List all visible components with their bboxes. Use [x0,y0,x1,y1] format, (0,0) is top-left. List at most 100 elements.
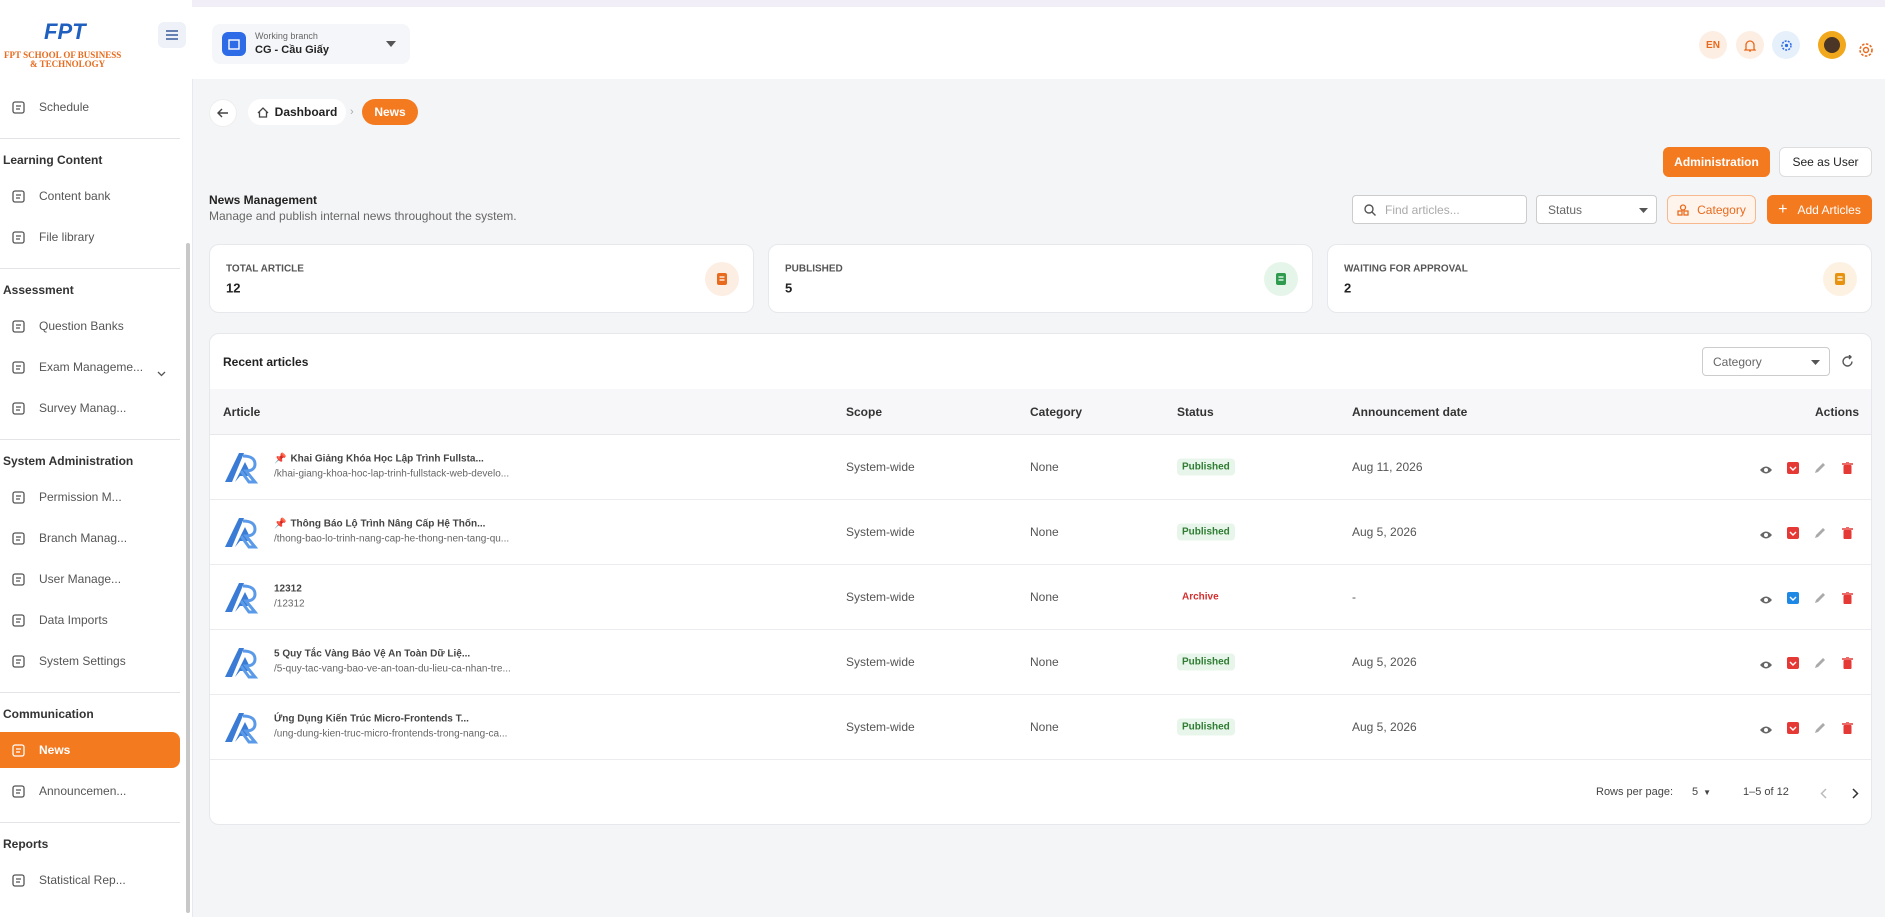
scrollbar[interactable] [186,243,190,913]
previous-page-svg [1820,788,1827,799]
refresh-icon[interactable] [1841,355,1854,368]
nav-item[interactable]: Data Imports [39,613,108,627]
rows-per-page-select[interactable]: 5 ▼ [1692,786,1711,798]
dropdown-arrow [1639,208,1648,213]
archive-action-svg [1787,527,1799,539]
branch-selector[interactable]: Working branch CG - Cầu Giấy [212,24,410,64]
nav-item[interactable]: Content bank [39,189,111,203]
back-button[interactable] [209,99,237,127]
nav-active[interactable] [0,732,180,768]
article-thumbnail [223,580,259,614]
nav-item[interactable]: Question Banks [39,319,124,333]
edit-action[interactable] [1814,591,1826,603]
edit-action[interactable] [1814,461,1826,473]
breadcrumb-dashboard[interactable]: Dashboard [248,99,346,125]
nav-icon-svg [12,320,25,333]
article-title-text: 12312 [274,583,302,595]
nav-item[interactable]: Branch Manag... [39,531,128,545]
delete-action[interactable] [1842,526,1853,539]
edit-action-svg [1815,463,1825,473]
nav-icon [12,614,25,627]
nav-item[interactable]: Permission M... [39,490,122,504]
nav-item[interactable]: User Manage... [39,572,122,586]
icon [1276,273,1286,285]
edit-action[interactable] [1814,526,1826,538]
theme-icon[interactable] [1857,41,1875,59]
settings-button[interactable] [1772,31,1800,59]
archive-action[interactable] [1787,656,1799,669]
language-button[interactable]: EN [1699,31,1727,59]
notifications-button[interactable] [1736,31,1764,59]
nav-item[interactable]: System Settings [39,654,126,668]
previous-page[interactable] [1820,786,1827,799]
breadcrumb-current[interactable]: News [362,99,418,125]
next-page[interactable] [1852,786,1859,799]
administration-button[interactable]: Administration [1663,147,1770,177]
category-filter[interactable]: Category [1702,347,1830,376]
avatar[interactable] [1818,31,1846,59]
delete-action[interactable] [1842,721,1853,734]
see-as-user-button[interactable]: See as User [1779,147,1872,177]
next-page-svg [1852,788,1859,799]
logo-text: & TECHNOLOGY [30,59,106,69]
stat-icon [705,262,739,296]
archive-action[interactable] [1787,461,1799,474]
category: None [1030,460,1059,474]
menu-toggle[interactable] [158,22,186,48]
nav-item[interactable]: File library [39,230,95,244]
view-action[interactable] [1759,592,1773,604]
nav-item[interactable]: Exam Manageme... [39,360,144,374]
nav-item[interactable]: Schedule [39,100,90,114]
view-action-svg [1760,726,1772,734]
table-header [210,389,1871,435]
nav-divider [0,268,180,269]
status-badge: Published [1177,458,1235,476]
archive-action-svg [1787,657,1799,669]
delete-action[interactable] [1842,591,1853,604]
nav-icon [12,402,25,415]
bell-icon [1744,39,1756,52]
nav-icon [12,101,25,114]
branch-icon [222,32,246,56]
nav-item[interactable]: News [39,743,71,757]
view-action[interactable] [1759,657,1773,669]
view-action-svg [1760,661,1772,669]
delete-action[interactable] [1842,656,1853,669]
stat-value: 5 [785,280,793,296]
view-action-svg [1760,466,1772,474]
nav-item[interactable]: Announcemen... [39,784,127,798]
add-articles-button[interactable]: + Add Articles [1767,195,1872,224]
nav-icon-svg [12,190,25,203]
delete-action[interactable] [1842,461,1853,474]
stat-icon [1264,262,1298,296]
pin-icon: 📌 [274,518,287,530]
announcement-date: Aug 11, 2026 [1352,460,1423,474]
archive-action[interactable] [1787,591,1799,604]
edit-action[interactable] [1814,656,1826,668]
icon [717,273,727,285]
breadcrumb-text: News [374,105,406,119]
article-slug: /12312 [274,598,305,610]
nav-icon-svg [12,744,25,757]
archive-action[interactable] [1787,721,1799,734]
nav-item[interactable]: Statistical Rep... [39,873,126,887]
rows-per-page-value: 5 [1692,786,1699,798]
view-action[interactable] [1759,527,1773,539]
category: None [1030,655,1059,669]
articles-card: Recent articles Category Article Scope Cat… [209,333,1872,825]
nav-icon-svg [12,402,25,415]
view-action[interactable] [1759,722,1773,734]
archive-action[interactable] [1787,526,1799,539]
status-badge: Published [1177,653,1235,671]
button-text: See as User [1792,155,1859,169]
pin-icon: 📌 [274,453,287,465]
status-select[interactable]: Status [1536,195,1657,224]
search-input[interactable]: Find articles... [1352,195,1527,224]
view-action[interactable] [1759,462,1773,474]
nav-item[interactable]: Survey Manag... [39,401,127,415]
stat-label: PUBLISHED [785,263,843,275]
article-thumbnail-svg [225,518,259,549]
edit-action[interactable] [1814,721,1826,733]
nav-icon-svg [12,532,25,545]
category-button[interactable]: Category [1667,195,1756,224]
